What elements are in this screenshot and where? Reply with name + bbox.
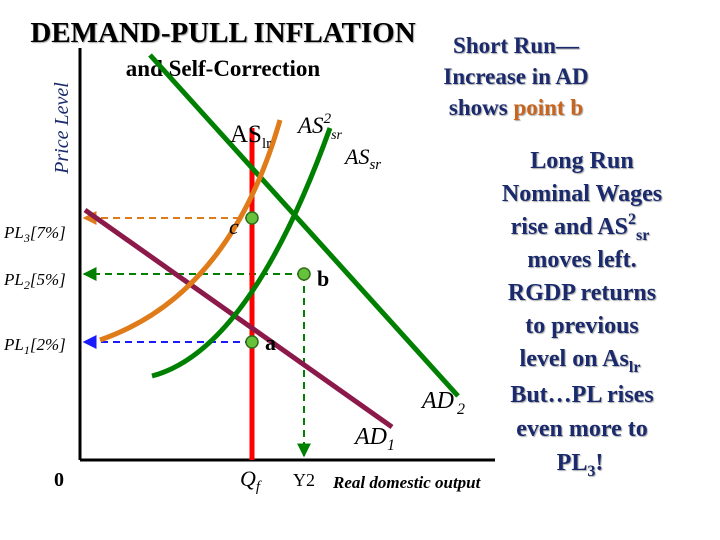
pl2-label: PL2[5%]: [3, 270, 66, 292]
pl1-label: PL1[2%]: [3, 335, 66, 357]
long-run-line-4: moves left.: [527, 247, 636, 273]
point-a-marker: [245, 335, 259, 349]
assr-label: ASsr: [343, 144, 381, 173]
long-run-line-3: rise and AS2sr: [511, 211, 650, 244]
as-short-run-curve: [151, 127, 333, 379]
point-c-marker: [245, 211, 259, 225]
origin-label: 0: [54, 469, 64, 491]
short-run-line-3: shows point b: [449, 95, 583, 120]
long-run-line-8: But…PL rises: [510, 382, 653, 408]
point-b-label: b: [317, 266, 329, 291]
long-run-line-7: level on Aslr: [520, 346, 641, 376]
long-run-line-2: Nominal Wages: [502, 181, 662, 207]
long-run-line-10: PL3!: [557, 450, 604, 480]
long-run-line-5: RGDP returns: [508, 280, 656, 306]
title-main: DEMAND-PULL INFLATION: [30, 17, 415, 49]
ad2-label: AD 2: [420, 388, 465, 418]
long-run-line-9: even more to: [516, 416, 648, 442]
point-b-marker: [297, 267, 311, 281]
ad1-curve: [83, 207, 394, 430]
ad1-label: AD1: [353, 424, 395, 454]
pl3-label: PL3[7%]: [3, 223, 66, 245]
point-c-label: c: [229, 214, 239, 239]
as2sr-label: AS2sr: [296, 111, 343, 143]
aslr-label: ASlr: [230, 121, 271, 152]
y2-label: Y2: [293, 470, 315, 490]
title-sub: and Self-Correction: [126, 56, 321, 81]
short-run-line-1: Short Run—: [453, 33, 580, 58]
long-run-line-1: Long Run: [530, 148, 633, 174]
long-run-line-6: to previous: [525, 313, 639, 339]
y-axis-label: Price Level: [51, 82, 73, 175]
point-b-highlight: point b: [513, 95, 583, 120]
point-a-label: a: [265, 330, 276, 355]
qf-label: Qf: [240, 466, 262, 495]
x-axis-label: Real domestic output: [332, 473, 482, 492]
as2-short-run-curve: [99, 119, 283, 343]
short-run-line-2: Increase in AD: [443, 64, 588, 89]
ad2-curve: [148, 53, 460, 398]
